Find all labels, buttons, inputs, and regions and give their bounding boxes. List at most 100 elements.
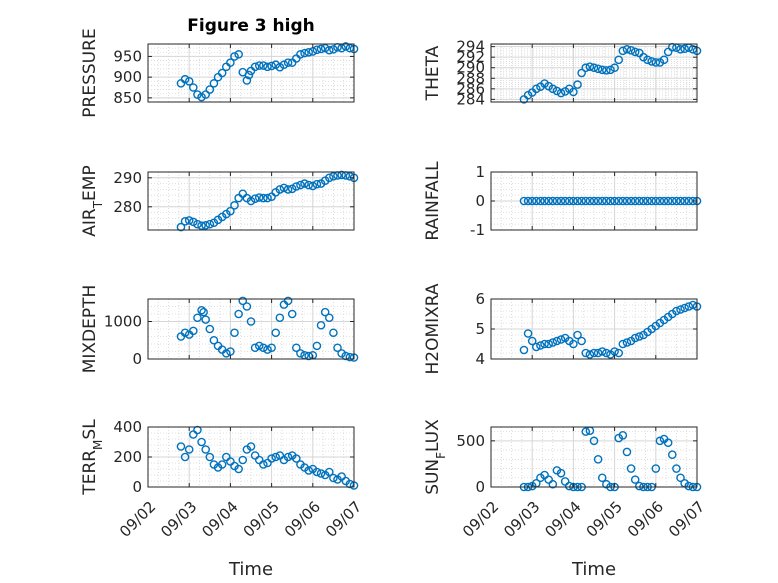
data-point <box>593 455 603 464</box>
data-point <box>519 196 529 206</box>
data-point <box>589 196 599 206</box>
data-point <box>242 302 252 311</box>
x-tick-label: 09/05 <box>240 498 283 541</box>
data-point <box>552 196 562 206</box>
data-point <box>217 460 227 469</box>
data-point <box>275 185 285 194</box>
data-point <box>209 79 219 88</box>
data-point <box>548 196 558 206</box>
data-point <box>279 183 289 193</box>
data-point <box>193 313 202 323</box>
y-axis-label: MIXDEPTH <box>80 285 100 374</box>
y-tick-label: 5 <box>475 320 485 338</box>
data-point <box>684 481 694 491</box>
data-point <box>312 467 322 477</box>
axes-box <box>147 43 355 103</box>
data-point <box>199 307 208 317</box>
data-point <box>267 61 276 71</box>
data-point <box>626 196 636 206</box>
axes-box <box>490 43 698 103</box>
subplot-6: 4 5 6 H2OMIXRA <box>423 283 702 375</box>
data-point <box>688 300 698 310</box>
data-point <box>618 196 628 206</box>
data-point <box>676 196 685 206</box>
data-point <box>201 445 210 454</box>
data-point <box>630 196 640 206</box>
data-point <box>244 70 254 80</box>
data-point <box>602 348 611 358</box>
data-point <box>639 196 648 206</box>
data-point <box>250 62 260 72</box>
y-tick-label: 6 <box>475 290 485 308</box>
data-point <box>581 196 591 206</box>
data-point <box>205 85 215 94</box>
data-point <box>287 309 297 319</box>
data-point <box>672 464 681 473</box>
data-point <box>263 193 272 203</box>
data-point <box>329 328 338 338</box>
data-point <box>201 315 210 324</box>
data-point <box>246 442 256 451</box>
data-point <box>676 44 685 54</box>
data-point <box>622 447 632 457</box>
data-point <box>573 80 582 89</box>
y-tick-label: 1 <box>475 163 485 181</box>
y-tick-label: 288 <box>456 69 485 87</box>
data-point <box>573 330 582 340</box>
data-point <box>585 350 595 359</box>
data-point <box>626 46 636 55</box>
data-point <box>189 83 198 92</box>
data-point <box>630 333 640 343</box>
data-point <box>226 206 235 216</box>
data-point <box>201 90 210 99</box>
data-point <box>337 43 346 53</box>
data-point <box>585 196 595 206</box>
data-point <box>238 296 248 306</box>
x-axis-label-right: Time <box>571 559 616 580</box>
data-point <box>540 339 549 349</box>
data-point <box>597 65 607 75</box>
data-point <box>329 172 338 181</box>
data-point <box>296 180 305 190</box>
data-point <box>684 196 694 206</box>
data-point <box>688 44 698 54</box>
subplot-3: 280 290 AIRTEMP <box>80 165 359 237</box>
data-point <box>341 351 351 361</box>
data-point <box>523 196 533 206</box>
data-point <box>184 76 194 86</box>
y-tick-label: 292 <box>456 48 485 66</box>
data-point <box>226 58 235 67</box>
data-point <box>234 464 243 474</box>
data-point <box>238 455 248 465</box>
data-point <box>680 303 689 313</box>
x-tick-label: 09/04 <box>198 498 241 541</box>
data-point <box>345 172 355 181</box>
y-axis-label: AIRTEMP <box>80 165 105 236</box>
data-point <box>593 64 603 74</box>
data-point <box>184 445 194 454</box>
data-point <box>672 306 681 316</box>
data-point <box>345 43 355 53</box>
data-point <box>312 45 322 55</box>
data-point <box>581 63 591 73</box>
data-point <box>635 332 644 341</box>
data-point <box>532 196 541 206</box>
y-tick-label: 500 <box>456 432 485 450</box>
data-point <box>593 348 603 358</box>
x-tick-label: 09/03 <box>157 498 200 541</box>
data-point <box>680 196 689 206</box>
x-tick-label: 09/03 <box>500 498 543 541</box>
data-point <box>614 348 624 358</box>
figure-title: Figure 3 high <box>187 16 315 36</box>
axes-box <box>490 426 698 488</box>
y-tick-label: 4 <box>475 350 485 368</box>
data-point <box>205 452 215 462</box>
data-point <box>275 313 285 323</box>
y-axis-label: PRESSURE <box>80 28 100 117</box>
data-point <box>180 74 190 84</box>
data-point <box>569 196 578 206</box>
data-point <box>564 196 574 206</box>
data-point <box>345 352 355 362</box>
subplot-1: 850 900 950 PRESSURE <box>80 28 359 118</box>
y-tick-label: 280 <box>113 198 142 216</box>
